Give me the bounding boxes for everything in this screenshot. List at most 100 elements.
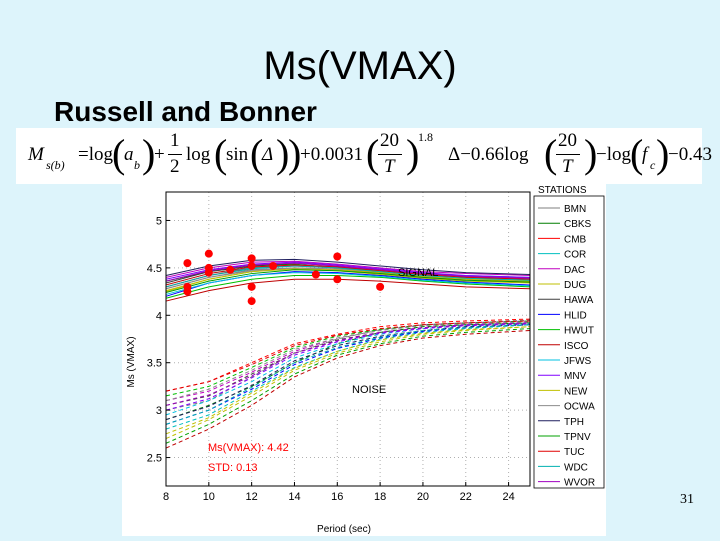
formula-plus: + xyxy=(154,144,165,165)
chart-figure: 8 10 12 14 16 18 20 22 24 2.5 3 3.5 4 4.5 5 STATIONS BM… xyxy=(122,184,606,536)
formula-half-num: 1 xyxy=(170,130,180,151)
page-number: 31 xyxy=(680,492,694,507)
x-tick-label: 20 xyxy=(417,491,429,503)
noise-line-tph xyxy=(165,324,531,421)
formula-frac1-num: 20 xyxy=(380,130,399,151)
signal-line-tpnv xyxy=(165,269,531,294)
formula-paren: ( xyxy=(544,131,558,176)
x-tick-label: 18 xyxy=(374,491,386,503)
x-tick-label: 12 xyxy=(246,491,258,503)
noise-line-jfws xyxy=(165,323,531,416)
ms-point xyxy=(183,287,192,296)
legend-label-tpnv: TPNV xyxy=(564,432,591,443)
ms-point xyxy=(376,282,385,291)
ms-point xyxy=(269,261,278,270)
legend-label-wvor: WVOR xyxy=(564,478,595,489)
legend-label-hawa: HAWA xyxy=(564,295,594,306)
formula-fc: f xyxy=(642,144,648,165)
formula-paren: ( xyxy=(630,131,644,176)
noise-line-cbks xyxy=(165,322,531,421)
formula-lhs-sub: s(b) xyxy=(46,158,65,172)
x-tick-label: 10 xyxy=(203,491,215,503)
formula-paren: ) xyxy=(656,131,670,176)
formula-minus-log: −log xyxy=(596,144,631,165)
noise-line-wdc xyxy=(165,324,531,425)
formula-paren: ( xyxy=(250,131,264,176)
noise-line-tpnv xyxy=(165,328,531,444)
formula-paren: ) xyxy=(142,131,156,176)
legend-title: STATIONS xyxy=(538,185,587,196)
formula-frac1-den: T xyxy=(384,156,395,177)
ms-point xyxy=(247,297,256,306)
formula-delta: Δ xyxy=(262,144,274,165)
y-tick-label: 4.5 xyxy=(147,263,162,275)
formula-sin: sin xyxy=(226,144,249,165)
annotation-std: STD: 0.13 xyxy=(208,462,258,474)
legend-label-mnv: MNV xyxy=(564,371,587,382)
noise-line-cmb xyxy=(165,318,531,392)
formula-plus-coef: +0.0031 xyxy=(300,144,363,165)
legend-label-dug: DUG xyxy=(564,280,586,291)
slide-subtitle: Russell and Bonner xyxy=(54,96,317,127)
ms-point xyxy=(204,249,213,258)
noise-line-dug xyxy=(165,326,531,440)
ms-point xyxy=(247,282,256,291)
y-tick-label: 3 xyxy=(156,405,162,417)
formula-paren: ( xyxy=(112,131,126,176)
x-tick-label: 24 xyxy=(502,491,514,503)
y-axis-label: Ms (VMAX) xyxy=(126,336,137,387)
legend-label-cmb: CMB xyxy=(564,234,587,245)
legend-label-hlid: HLID xyxy=(564,310,587,321)
annotation-signal: SIGNAL xyxy=(398,267,438,279)
formula-frac2-den: T xyxy=(562,156,573,177)
x-tick-label: 16 xyxy=(331,491,343,503)
ms-point xyxy=(247,254,256,263)
legend-label-hwut: HWUT xyxy=(564,326,594,337)
noise-line-wvor xyxy=(165,322,531,406)
y-tick-label: 4 xyxy=(156,310,162,322)
noise-line-isco xyxy=(165,329,531,449)
x-tick-label: 8 xyxy=(163,491,169,503)
formula-term1-sub: b xyxy=(134,158,140,172)
signal-line-jfws xyxy=(165,272,531,295)
formula-term1: a xyxy=(124,144,134,165)
legend-label-jfws: JFWS xyxy=(564,356,592,367)
formula-fraction-line xyxy=(168,154,182,155)
y-tick-label: 3.5 xyxy=(147,358,162,370)
y-tick-label: 5 xyxy=(156,215,162,227)
legend-label-isco: ISCO xyxy=(564,341,589,352)
formula-paren: ( xyxy=(214,131,228,176)
formula-paren: ) xyxy=(406,131,420,176)
formula: M s(b) =log ( a b ) + 1 2 log ( sin ( Δ … xyxy=(16,128,712,184)
legend-label-cor: COR xyxy=(564,250,586,261)
formula-lhs: M xyxy=(28,144,44,165)
ms-point xyxy=(226,265,235,274)
legend-label-tuc: TUC xyxy=(564,447,585,458)
formula-paren: ) xyxy=(276,131,290,176)
ms-point xyxy=(333,252,342,261)
legend-label-ocwa: OCWA xyxy=(564,402,595,413)
formula-exponent: 1.8 xyxy=(418,130,433,144)
signal-line-dac xyxy=(165,260,531,278)
signal-line-mnv xyxy=(165,261,531,280)
formula-paren: ) xyxy=(288,131,302,176)
formula-fraction-line xyxy=(556,154,580,155)
formula-tail: −0.43 xyxy=(668,144,712,165)
legend-label-wdc: WDC xyxy=(564,462,588,473)
formula-fc-sub: c xyxy=(650,158,656,172)
signal-line-wdc xyxy=(165,265,531,288)
signal-line-wvor xyxy=(165,262,531,282)
legend-label-tph: TPH xyxy=(564,417,584,428)
x-axis-label: Period (sec) xyxy=(317,524,371,535)
formula-paren: ( xyxy=(366,131,380,176)
noise-line-dac xyxy=(165,320,531,402)
x-tick-label: 22 xyxy=(460,491,472,503)
noise-line-ocwa xyxy=(165,321,531,402)
ms-point xyxy=(183,259,192,268)
formula-log: log xyxy=(186,144,211,165)
ms-point xyxy=(333,275,342,284)
slide-title: Ms(VMAX) xyxy=(263,44,457,88)
ms-point xyxy=(204,268,213,277)
plot-frame xyxy=(165,191,531,487)
chart-svg: 8 10 12 14 16 18 20 22 24 2.5 3 3.5 4 4.5 5 STATIONS BM… xyxy=(126,185,605,535)
